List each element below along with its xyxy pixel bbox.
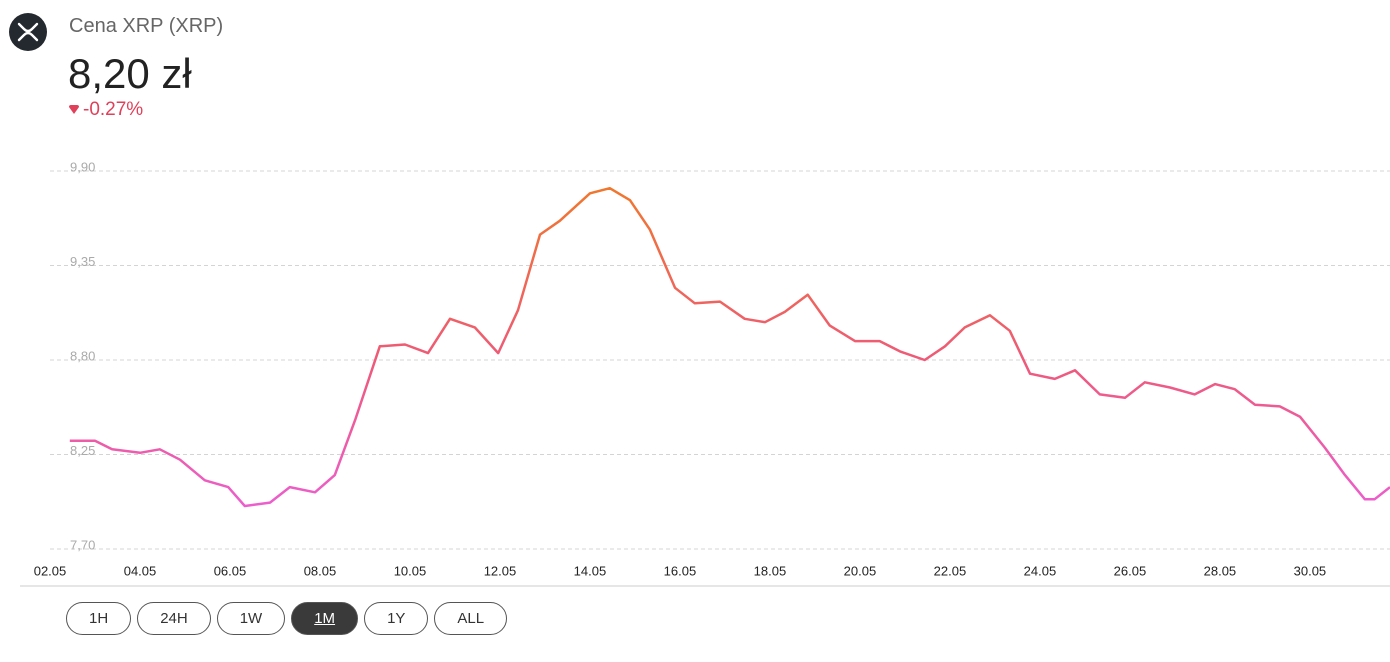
x-tick-label: 14.05 — [574, 563, 607, 578]
range-buttons: 1H 24H 1W 1M 1Y ALL — [66, 602, 508, 635]
x-tick-label: 16.05 — [664, 563, 697, 578]
x-tick-label: 18.05 — [754, 563, 787, 578]
range-button[interactable]: 1Y — [364, 602, 429, 635]
y-tick-label: 8,25 — [70, 443, 95, 458]
x-tick-label: 06.05 — [214, 563, 247, 578]
y-tick-label: 7,70 — [70, 537, 95, 552]
x-tick-label: 12.05 — [484, 563, 517, 578]
range-button[interactable]: 24H — [137, 602, 211, 635]
y-tick-label: 8,80 — [70, 348, 95, 363]
price: 8,20 zł — [68, 50, 192, 97]
x-tick-label: 26.05 — [1114, 563, 1147, 578]
x-tick-label: 30.05 — [1294, 563, 1327, 578]
price-line — [69, 186, 1390, 508]
x-tick-label: 08.05 — [304, 563, 337, 578]
range-button[interactable]: ALL — [434, 602, 508, 635]
price-change: -0.27% — [69, 99, 143, 121]
chart: 7,70 8,25 8,80 9,35 9,90 02.05 04.05 06.05 08.05… — [20, 159, 1390, 587]
x-tick-label: 24.05 — [1024, 563, 1057, 578]
range-button[interactable]: 1H — [66, 602, 132, 635]
x-tick-label: 02.05 — [34, 563, 67, 578]
range-button[interactable]: 1M — [291, 602, 359, 635]
range-button[interactable]: 1W — [216, 602, 286, 635]
down-arrow — [69, 105, 79, 114]
x-tick-label: 28.05 — [1204, 563, 1237, 578]
change-value: -0.27% — [83, 99, 144, 120]
x-tick-label: 10.05 — [394, 563, 427, 578]
y-tick-label: 9,90 — [70, 159, 95, 174]
xrp-logo — [9, 13, 47, 51]
x-tick-label: 22.05 — [934, 563, 967, 578]
x-tick-label: 20.05 — [844, 563, 877, 578]
x-tick-label: 04.05 — [124, 563, 157, 578]
title: Cena XRP (XRP) — [69, 15, 224, 37]
y-tick-label: 9,35 — [70, 254, 95, 269]
